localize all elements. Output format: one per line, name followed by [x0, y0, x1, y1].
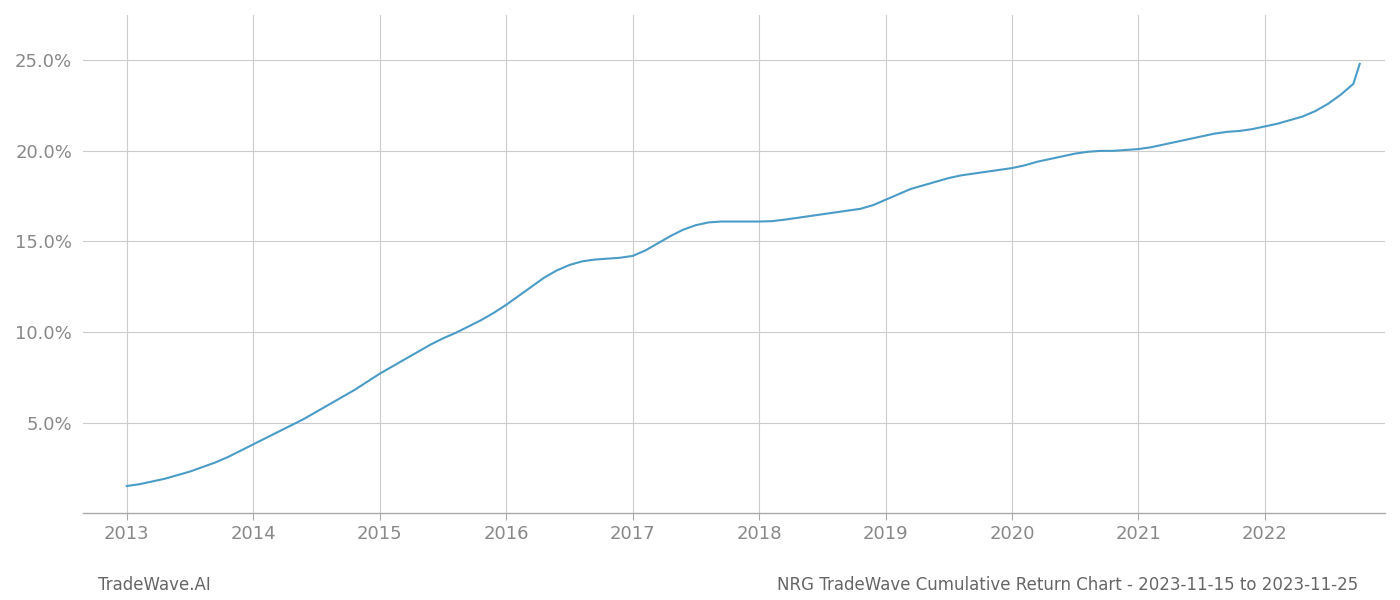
Text: NRG TradeWave Cumulative Return Chart - 2023-11-15 to 2023-11-25: NRG TradeWave Cumulative Return Chart - … [777, 576, 1358, 594]
Text: TradeWave.AI: TradeWave.AI [98, 576, 211, 594]
